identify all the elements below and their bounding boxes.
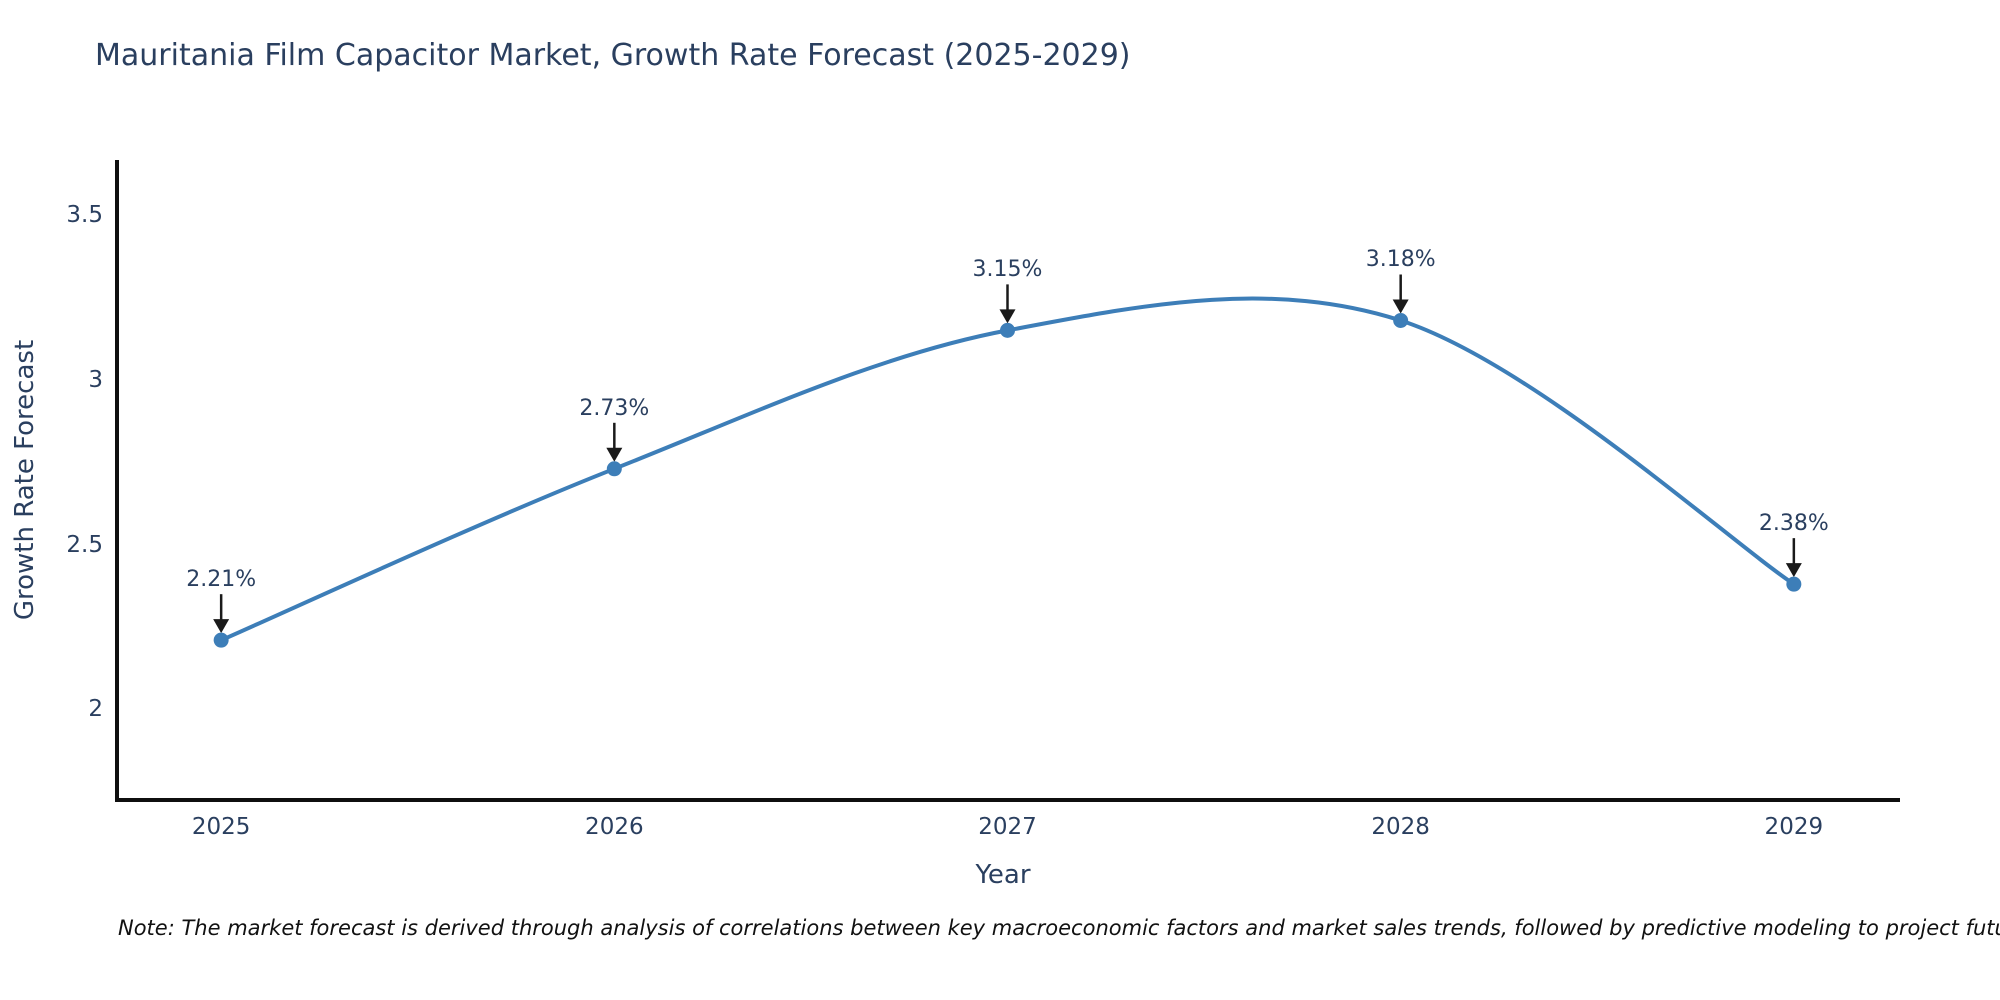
annotation-arrow-head [213,619,230,634]
x-axis-title: Year [975,860,1031,890]
x-tick-label: 2028 [1371,814,1430,840]
annotation-arrow-head [606,447,623,462]
y-tick-label: 2 [88,696,103,723]
x-tick-label: 2025 [191,814,251,840]
data-point-marker [1000,322,1015,338]
point-value-label: 2.21% [186,567,257,593]
y-tick-label: 3 [88,366,103,393]
axis-lines [115,160,1900,802]
series-line [220,296,1795,643]
annotation-arrow-head [999,309,1016,324]
annotation-arrow-head [1392,299,1409,314]
y-tick-label: 2.5 [66,531,103,558]
data-point-marker [606,461,622,477]
point-value-label: 2.38% [1758,511,1829,537]
footnote: Note: The market forecast is derived thr… [118,916,2000,940]
data-point-marker [1393,312,1409,328]
point-value-label: 2.73% [579,395,650,421]
x-tick-label: 2029 [1764,814,1824,840]
annotation-arrow-head [1785,563,1802,578]
y-tick-label: 3.5 [66,202,103,229]
x-tick-label: 2027 [978,814,1037,840]
point-value-label: 3.15% [972,257,1043,283]
data-point-marker [1786,576,1802,592]
y-axis-title: Growth Rate Forecast [10,339,40,621]
chart-title: Mauritania Film Capacitor Market, Growth… [95,38,1131,73]
point-value-label: 3.18% [1365,247,1436,273]
data-point-marker [213,632,229,648]
x-tick-label: 2026 [585,814,644,840]
